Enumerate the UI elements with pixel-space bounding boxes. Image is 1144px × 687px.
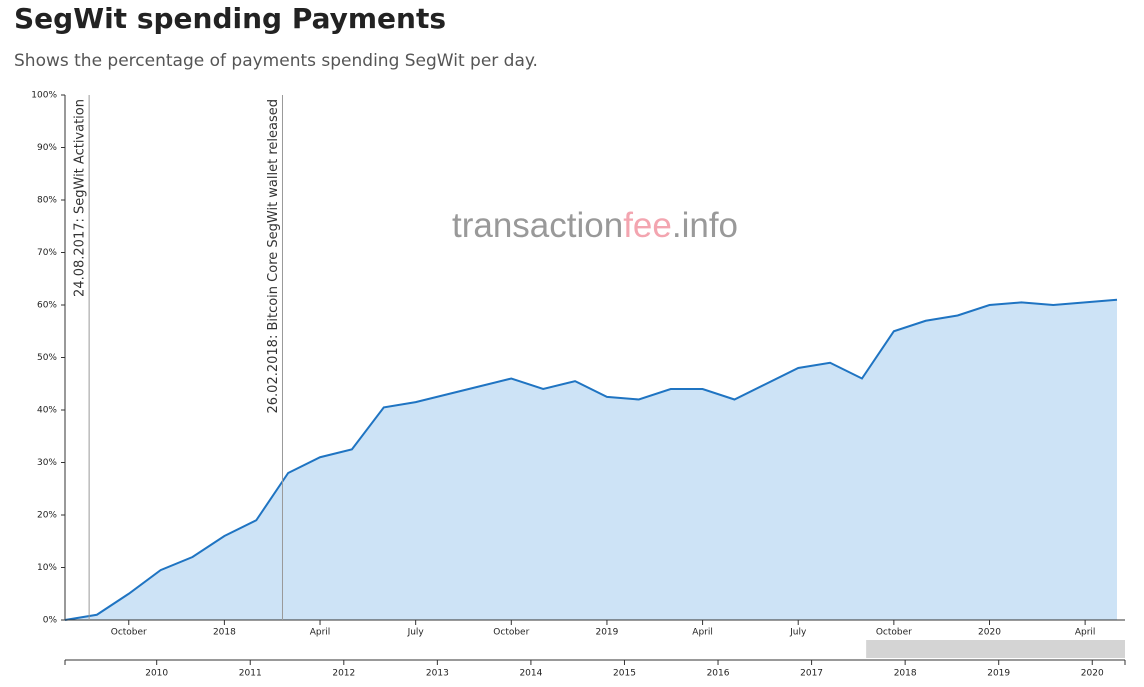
- navigator-tick-label: 2014: [519, 669, 542, 679]
- watermark-part: transaction: [452, 206, 623, 245]
- navigator-tick-label: 2012: [332, 669, 355, 679]
- y-tick-label: 30%: [37, 458, 57, 468]
- navigator-brush: [866, 640, 1125, 658]
- watermark-part: fee: [623, 206, 672, 245]
- navigator-tick-label: 2011: [239, 669, 262, 679]
- y-tick-label: 80%: [37, 196, 57, 206]
- x-tick-label: October: [876, 628, 912, 638]
- watermark: transactionfee.info: [452, 206, 738, 245]
- navigator-tick-label: 2016: [707, 669, 730, 679]
- y-tick-label: 60%: [37, 301, 57, 311]
- watermark-part: .info: [672, 206, 738, 245]
- y-tick-label: 100%: [31, 91, 57, 101]
- navigator-tick-label: 2019: [987, 669, 1010, 679]
- line: [64, 298, 1118, 621]
- x-tick-label: 2018: [213, 628, 236, 638]
- navigator-tick-label: 2020: [1081, 669, 1104, 679]
- navigator-tick-label: 2013: [426, 669, 449, 679]
- y-tick-label: 50%: [37, 353, 57, 363]
- x-tick-label: July: [407, 628, 425, 638]
- x-tick-label: April: [692, 628, 713, 638]
- y-tick-label: 0%: [43, 616, 58, 626]
- x-tick-label: April: [1075, 628, 1096, 638]
- navigator-tick-label: 2017: [800, 669, 823, 679]
- navigator-tick-label: 2018: [894, 669, 917, 679]
- x-tick-label: 2019: [595, 628, 618, 638]
- x-tick-label: July: [789, 628, 807, 638]
- chart-subtitle: Shows the percentage of payments spendin…: [14, 51, 538, 71]
- x-tick-label: 2020: [978, 628, 1001, 638]
- y-tick-label: 20%: [37, 511, 57, 521]
- chart-title: SegWit spending Payments: [14, 2, 446, 35]
- y-tick-label: 90%: [37, 143, 57, 153]
- x-tick-label: October: [493, 628, 529, 638]
- annotation-text: 26.02.2018: Bitcoin Core SegWit wallet r…: [266, 99, 281, 414]
- navigator-tick-label: 2010: [145, 669, 168, 679]
- y-tick-label: 10%: [37, 563, 57, 573]
- area: [65, 299, 1117, 620]
- x-tick-label: April: [310, 628, 331, 638]
- y-tick-label: 40%: [37, 406, 57, 416]
- annotation-text: 24.08.2017: SegWit Activation: [73, 99, 88, 297]
- navigator-tick-label: 2015: [613, 669, 636, 679]
- y-tick-label: 70%: [37, 248, 57, 258]
- x-tick-label: October: [111, 628, 147, 638]
